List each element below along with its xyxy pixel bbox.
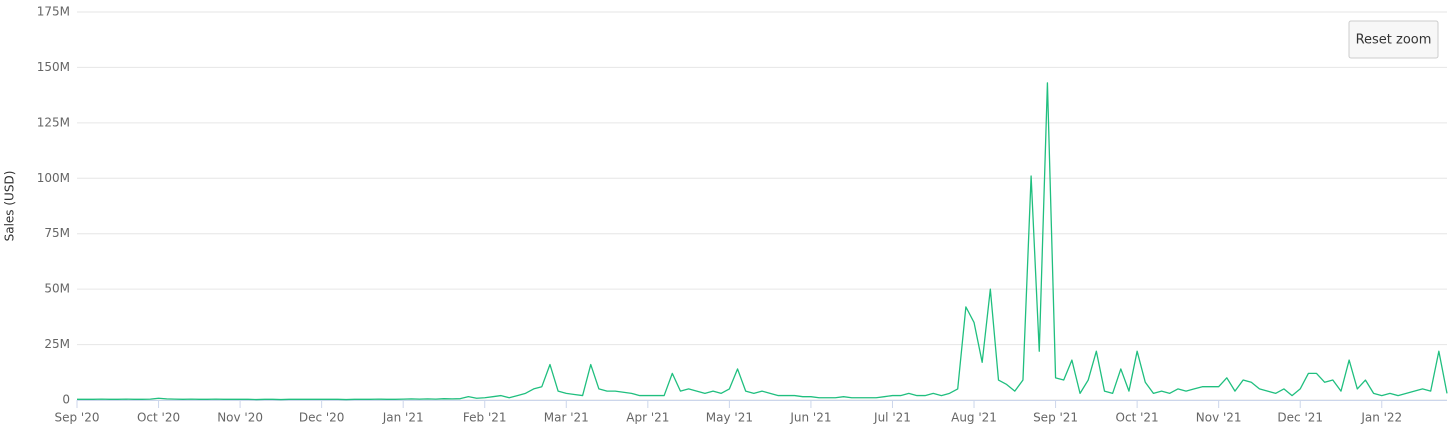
y-axis-title: Sales (USD) [3,171,17,242]
x-tick-label: Sep '21 [1033,411,1078,425]
x-tick-label: Jun '21 [789,411,831,425]
x-tick-label: Dec '20 [299,411,345,425]
x-tick-label: Mar '21 [544,411,589,425]
x-tick-label: Nov '20 [217,411,263,425]
x-tick-label: Apr '21 [626,411,669,425]
button-label[interactable]: Reset zoom [1356,33,1432,48]
y-tick-label: 100M [37,171,70,185]
y-tick-label: 25M [44,337,70,351]
x-tick-label: Sep '20 [55,411,100,425]
x-tick-label: May '21 [706,411,753,425]
x-tick-label: Jul '21 [873,411,911,425]
x-tick-label: Nov '21 [1196,411,1242,425]
x-tick-label: Jan '22 [1360,411,1402,425]
x-tick-label: Jan '21 [382,411,424,425]
reset-zoom-button[interactable]: Reset zoom [1348,20,1439,59]
plot: 0 25M 50M 75M 100M 125M 150M 175M Sep '20 Oct '20… [37,5,1448,425]
y-tick-label: 75M [44,226,70,240]
y-tick-label: 125M [37,115,70,129]
x-tick-label: Oct '21 [1116,411,1159,425]
x-tick-label: Aug '21 [951,411,997,425]
x-tick-label: Oct '20 [137,411,180,425]
y-tick-label: 175M [37,5,70,19]
y-tick-label: 0 [62,393,70,407]
button-frame[interactable] [1348,20,1439,59]
y-tick-label: 150M [37,60,70,74]
x-tick-label: Feb '21 [463,411,507,425]
sales-line [77,82,1448,401]
y-tick-label: 50M [44,282,70,296]
x-tick-label: Dec '21 [1277,411,1323,425]
